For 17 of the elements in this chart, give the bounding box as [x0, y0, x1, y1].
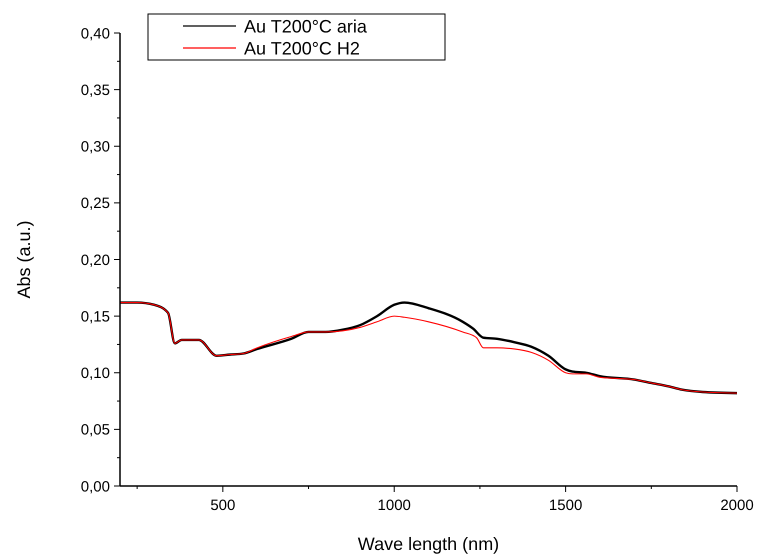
- y-tick-label: 0,30: [80, 138, 110, 156]
- y-tick-label: 0,00: [80, 478, 110, 496]
- x-axis-title: Wave length (nm): [358, 534, 500, 554]
- legend-label: Au T200°C H2: [244, 38, 360, 58]
- x-tick-label: 500: [210, 497, 236, 514]
- legend-label: Au T200°C aria: [244, 16, 368, 36]
- y-tick-label: 0,25: [80, 195, 110, 212]
- y-tick-label: 0,35: [80, 82, 110, 99]
- y-tick-label: 0,10: [80, 365, 110, 382]
- x-tick-label: 1500: [548, 497, 582, 514]
- y-tick-label: 0,05: [80, 422, 110, 439]
- y-tick-label: 0,15: [80, 308, 110, 326]
- x-tick-label: 2000: [720, 497, 754, 514]
- x-tick-label: 1000: [378, 497, 411, 514]
- y-tick-label: 0,40: [80, 25, 110, 42]
- y-axis-title: Abs (a.u.): [14, 220, 34, 299]
- y-tick-label: 0,20: [80, 252, 110, 269]
